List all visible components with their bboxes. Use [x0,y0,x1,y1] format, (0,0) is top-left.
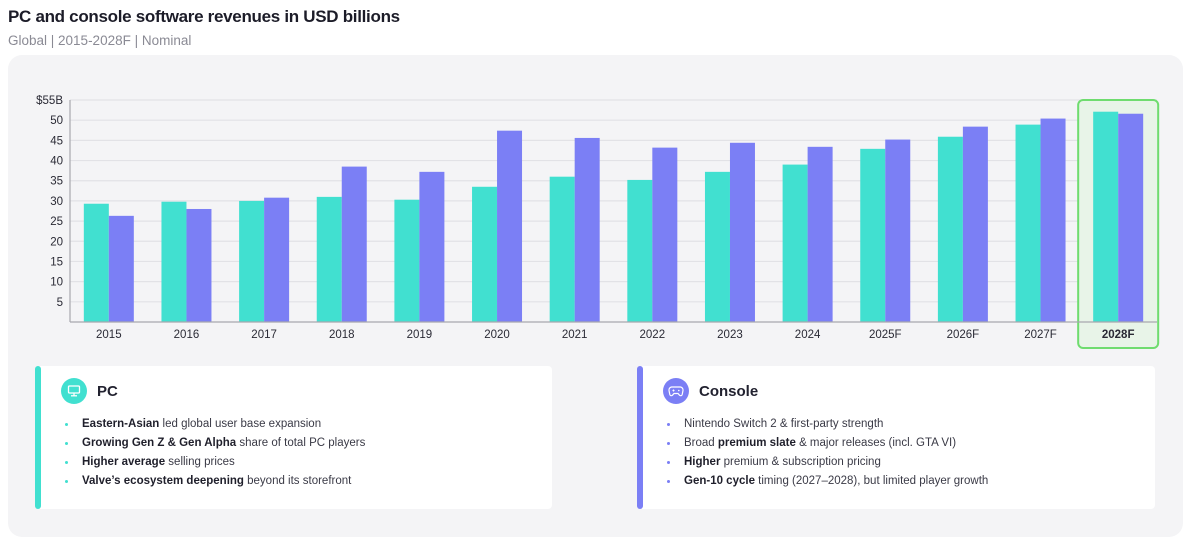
y-tick-label: 35 [50,176,63,188]
bar-console-2025f [885,139,911,322]
x-tick-label: 2026F [947,329,980,341]
bar-pc-2017 [239,200,265,322]
bullet-text: beyond its storefront [243,475,352,487]
y-tick-label: 45 [50,135,63,147]
bars [83,111,1144,323]
bar-chart: 5 10 15 20 25 30 35 40 45 50 $55B 2015 2016 2017 2018… [36,95,1160,349]
bar-pc-2022 [627,179,653,322]
bullet-text: led global user base expansion [159,418,322,430]
console-bullet: Higher premium & subscription pricing [667,455,988,474]
pc-bullet: Growing Gen Z & Gen Alpha share of total… [65,436,365,455]
x-tick-label: 2025F [869,329,902,341]
pc-bullet-list: Eastern-Asian led global user base expan… [65,417,365,493]
bar-pc-2028f [1093,111,1119,323]
console-bullet: Broad premium slate & major releases (in… [667,436,988,455]
bullet-bold: Valve’s ecosystem deepening [82,475,244,487]
bullet-text: & major releases (incl. GTA VI) [795,437,957,449]
console-bullet: Gen-10 cycle timing (2027–2028), but lim… [667,474,988,493]
console-bullet: Nintendo Switch 2 & first-party strength [667,417,988,436]
bar-pc-2019 [394,199,420,322]
bar-console-2019 [419,171,445,322]
x-tick-label: 2028F [1102,329,1135,341]
bar-pc-2016 [161,201,187,322]
chart-subtitle: Global | 2015-2028F | Nominal [8,33,192,48]
x-axis-ticks: 2015 2016 2017 2018 2019 2020 2021 2022 2023 2024… [96,329,1134,341]
bullet-bold: Higher [684,456,721,468]
gamepad-icon [663,378,689,404]
bar-pc-2021 [549,176,575,322]
bullet-bold: Higher average [82,456,166,468]
bar-console-2028f [1118,113,1144,322]
y-tick-label: 50 [50,115,63,127]
bullet-text: timing (2027–2028), but limited player g… [754,475,989,487]
y-tick-label: 25 [50,216,63,228]
bar-pc-2023 [704,171,730,322]
gridlines [70,99,1157,303]
bar-console-2023 [729,142,755,322]
pc-accent-bar [35,366,41,509]
bullet-text: Nintendo Switch 2 & first-party strength [684,418,884,430]
bar-console-2024 [807,146,833,322]
pc-bullet: Higher average selling prices [65,455,365,474]
bar-console-2017 [264,197,290,322]
bar-console-2020 [497,130,523,322]
pc-bullet: Eastern-Asian led global user base expan… [65,417,365,436]
x-tick-label: 2021 [562,329,588,341]
bar-console-2015 [108,215,134,322]
bar-console-2018 [341,166,367,322]
y-tick-label: 20 [50,236,63,248]
bar-pc-2025f [860,148,886,322]
y-tick-label: 30 [50,196,63,208]
x-tick-label: 2027F [1024,329,1057,341]
bar-pc-2027f [1015,124,1041,322]
bar-console-2026f [962,126,988,322]
x-tick-label: 2020 [484,329,510,341]
bullet-bold: premium slate [717,437,796,449]
bar-console-2027f [1040,118,1066,322]
y-tick-label: $55B [36,95,63,107]
bar-pc-2026f [937,136,963,322]
y-tick-label: 40 [50,156,63,168]
y-tick-label: 15 [50,256,63,268]
bar-pc-2024 [782,164,808,322]
y-axis-ticks: 5 10 15 20 25 30 35 40 45 50 $55B [36,95,63,309]
bar-pc-2020 [472,186,498,322]
chart-title: PC and console software revenues in USD … [8,7,400,26]
console-bullet-list: Nintendo Switch 2 & first-party strength… [667,417,988,493]
bullet-bold: Gen-10 cycle [684,475,755,487]
bar-console-2016 [186,208,212,322]
x-tick-label: 2019 [407,329,433,341]
bullet-bold: Eastern-Asian [82,418,160,430]
console-card: Console Nintendo Switch 2 & first-party … [637,366,1155,509]
bar-console-2021 [574,137,600,322]
x-tick-label: 2016 [174,329,200,341]
x-tick-label: 2018 [329,329,355,341]
y-tick-label: 10 [50,277,63,289]
bar-console-2022 [652,147,678,322]
pc-card-title: PC [97,382,118,400]
pc-bullet: Valve’s ecosystem deepening beyond its s… [65,474,365,493]
x-tick-label: 2022 [640,329,666,341]
bullet-text: premium & subscription pricing [720,456,881,468]
bullet-text: Broad [684,437,718,449]
pc-card: PC Eastern-Asian led global user base ex… [35,366,552,509]
bar-pc-2018 [316,196,342,322]
bullet-text: share of total PC players [236,437,366,449]
monitor-icon [61,378,87,404]
console-accent-bar [637,366,643,509]
bar-pc-2015 [83,203,109,322]
console-card-title: Console [699,382,759,400]
x-tick-label: 2023 [717,329,743,341]
bullet-text: selling prices [165,456,235,468]
x-tick-label: 2017 [251,329,277,341]
y-tick-label: 5 [57,297,63,309]
bullet-bold: Growing Gen Z & Gen Alpha [82,437,237,449]
x-tick-label: 2024 [795,329,821,341]
x-tick-label: 2015 [96,329,122,341]
